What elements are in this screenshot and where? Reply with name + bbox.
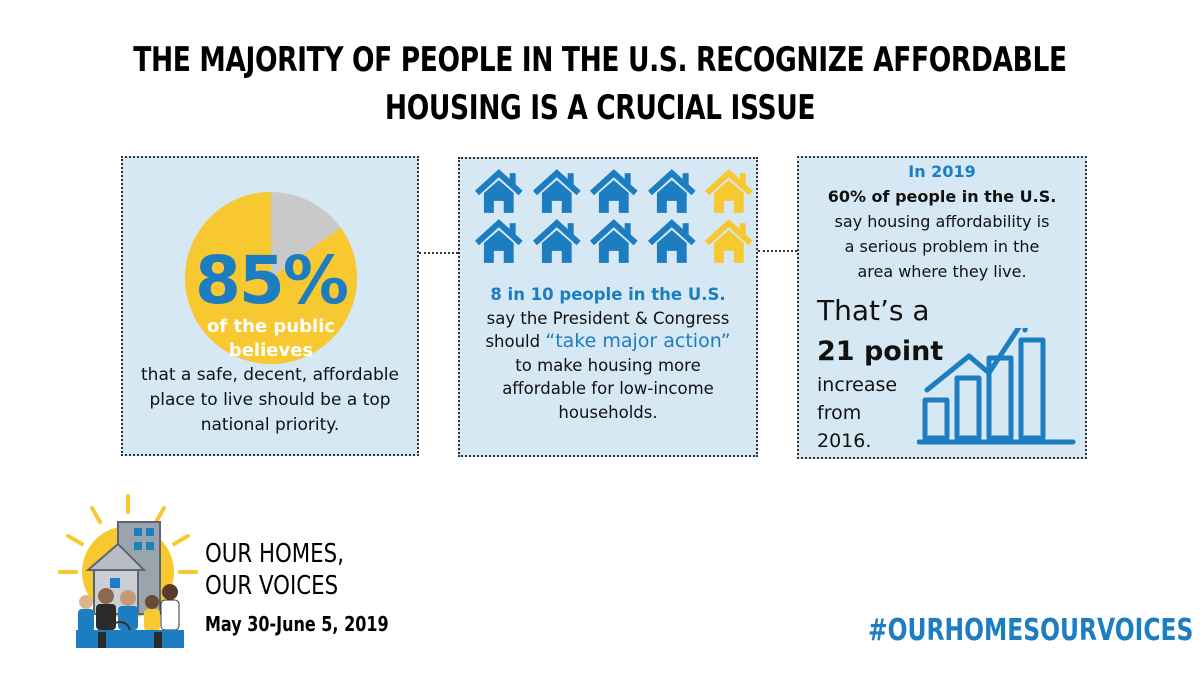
panel3-line-2: say housing affordability is xyxy=(834,212,1050,231)
year-2016-text: 2016. xyxy=(817,430,872,452)
house-icon xyxy=(590,169,638,213)
panel3-headline: 60% of people in the U.S. xyxy=(827,187,1057,206)
house-icon xyxy=(590,219,638,263)
infographic-title: THE MAJORITY OF PEOPLE IN THE U.S. RECOG… xyxy=(132,36,1068,132)
brand-line-1: OUR HOMES, xyxy=(205,539,344,569)
house-icon xyxy=(705,169,753,213)
panel2-line-2: say the President & Congress xyxy=(486,308,730,328)
panel3-line-3: a serious problem in the xyxy=(844,237,1040,256)
panel2-description: 8 in 10 people in the U.S. say the Presi… xyxy=(460,283,756,424)
house-icon xyxy=(474,169,523,213)
panel1-line-3: national priority. xyxy=(200,415,340,435)
panel2-line-5: affordable for low-income xyxy=(502,379,714,398)
connector-line-1 xyxy=(419,252,458,254)
panel1-line-1: that a safe, decent, affordable xyxy=(141,365,399,385)
house-icon xyxy=(474,219,523,263)
panel3-description: 60% of people in the U.S. say housing af… xyxy=(799,184,1085,284)
stat-panel-85-percent: 85% of the public believes that a safe, … xyxy=(121,156,419,456)
our-homes-our-voices-logo xyxy=(58,494,198,648)
panel2-line-6: households. xyxy=(558,402,658,422)
stat-panel-8-in-10: 8 in 10 people in the U.S. say the Presi… xyxy=(458,157,758,457)
stat-panel-60-percent: In 2019 60% of people in the U.S. say ho… xyxy=(797,156,1087,459)
panel2-line-3-prefix: should xyxy=(485,332,546,351)
title-line-2: HOUSING IS A CRUCIAL ISSUE xyxy=(384,88,816,128)
house-icon xyxy=(647,219,696,263)
percent-sub-line-1: of the public xyxy=(207,316,335,337)
thats-a-text: That’s a xyxy=(817,294,930,327)
rising-bar-chart-icon xyxy=(917,328,1076,445)
panel2-headline: 8 in 10 people in the U.S. xyxy=(490,285,726,304)
panel2-line-3: should “take major action” xyxy=(460,330,756,354)
house-icon-grid xyxy=(474,169,754,269)
panel1-line-2: place to live should be a top xyxy=(149,390,391,410)
21-point-text: 21 point xyxy=(817,336,944,367)
panel2-line-4: to make housing more xyxy=(515,355,701,375)
percent-pie: 85% of the public believes xyxy=(183,190,359,366)
percent-subtitle: of the public believes xyxy=(183,315,359,363)
pie-slice-85 xyxy=(185,192,357,364)
event-dates: May 30-June 5, 2019 xyxy=(205,612,389,636)
brand-name: OUR HOMES, OUR VOICES xyxy=(205,538,344,602)
house-icon xyxy=(705,219,753,263)
increase-text: increase xyxy=(817,374,898,396)
percent-sub-line-2: believes xyxy=(228,340,314,361)
panel3-line-4: area where they live. xyxy=(857,262,1027,281)
house-icon xyxy=(532,169,581,213)
house-row xyxy=(474,169,754,219)
panel3-year: In 2019 xyxy=(908,162,976,181)
big-percent: 85% xyxy=(195,242,349,319)
brand-line-2: OUR VOICES xyxy=(205,571,339,601)
pie-chart-icon xyxy=(185,192,357,364)
house-row xyxy=(474,219,754,269)
house-icon xyxy=(647,169,696,213)
connector-line-2 xyxy=(758,250,797,252)
house-icon xyxy=(532,219,581,263)
take-major-action-quote: “take major action” xyxy=(545,330,731,352)
title-line-1: THE MAJORITY OF PEOPLE IN THE U.S. RECOG… xyxy=(133,40,1067,80)
hashtag: #OURHOMESOURVOICES xyxy=(868,613,1194,648)
from-text: from xyxy=(817,402,862,424)
panel1-description: that a safe, decent, affordable place to… xyxy=(123,363,417,438)
